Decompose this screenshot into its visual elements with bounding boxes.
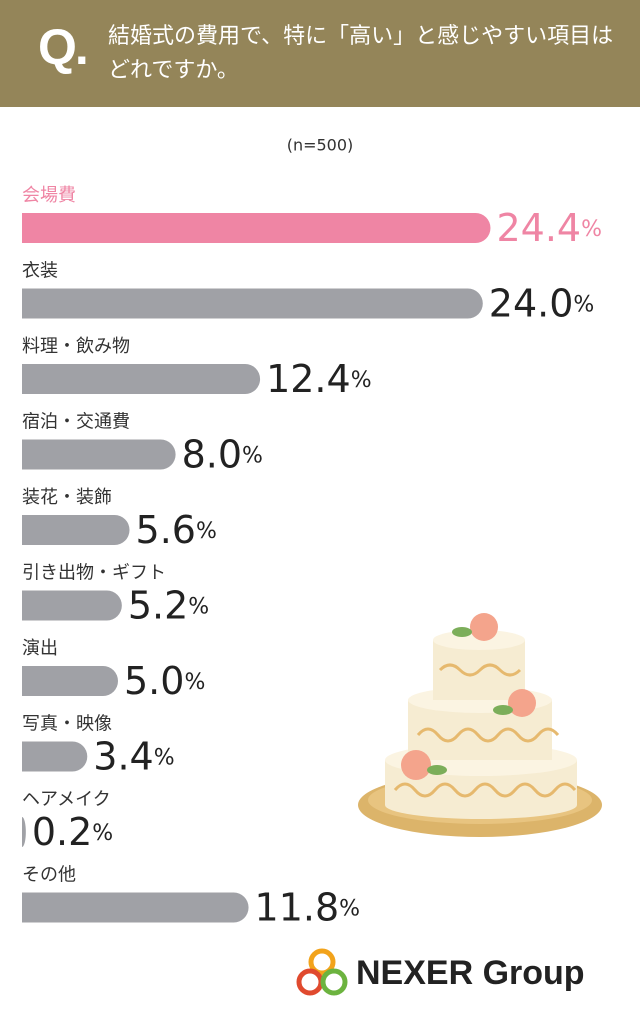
value-label: 0.2% xyxy=(32,810,113,854)
bar xyxy=(22,364,261,394)
bar xyxy=(22,817,26,847)
category-label: 装花・装飾 xyxy=(22,487,112,508)
bar xyxy=(22,439,176,470)
category-label: 会場費 xyxy=(22,185,76,206)
bar xyxy=(22,288,483,319)
bar xyxy=(22,515,130,545)
value-label: 5.0% xyxy=(124,659,205,703)
value-label: 24.0% xyxy=(489,281,595,325)
q-mark: Q. xyxy=(38,19,89,75)
value-label: 11.8% xyxy=(255,885,361,929)
bar xyxy=(22,590,122,621)
value-label: 8.0% xyxy=(182,432,263,476)
category-label: 衣装 xyxy=(22,261,58,282)
sample-note: (n=500) xyxy=(287,136,354,155)
category-label: 料理・飲み物 xyxy=(22,336,130,357)
value-label: 5.6% xyxy=(136,508,217,552)
cake xyxy=(358,613,602,837)
value-label: 12.4% xyxy=(266,357,372,401)
value-label: 5.2% xyxy=(128,583,209,627)
bar xyxy=(22,892,249,923)
value-label: 24.4% xyxy=(496,206,602,250)
category-label: 演出 xyxy=(22,638,58,659)
header: Q. 結婚式の費用で、特に「高い」と感じやすい項目はどれですか。 xyxy=(0,0,640,107)
category-label: 宿泊・交通費 xyxy=(22,412,130,433)
category-label: 写真・映像 xyxy=(22,714,112,735)
category-label: ヘアメイク xyxy=(22,789,111,810)
logo-mark xyxy=(296,948,348,996)
category-label: 引き出物・ギフト xyxy=(22,563,166,584)
value-label: 3.4% xyxy=(93,734,174,778)
bar xyxy=(22,741,88,772)
bar xyxy=(22,213,491,243)
bar xyxy=(22,666,118,696)
category-label: その他 xyxy=(22,865,76,886)
logo: NEXER Group xyxy=(356,954,585,992)
question: 結婚式の費用で、特に「高い」と感じやすい項目はどれですか。 xyxy=(108,24,614,83)
